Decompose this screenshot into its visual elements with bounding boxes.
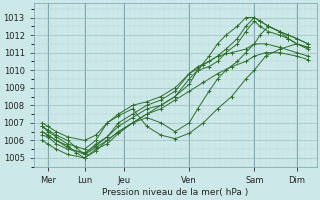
X-axis label: Pression niveau de la mer( hPa ): Pression niveau de la mer( hPa ) — [102, 188, 248, 197]
